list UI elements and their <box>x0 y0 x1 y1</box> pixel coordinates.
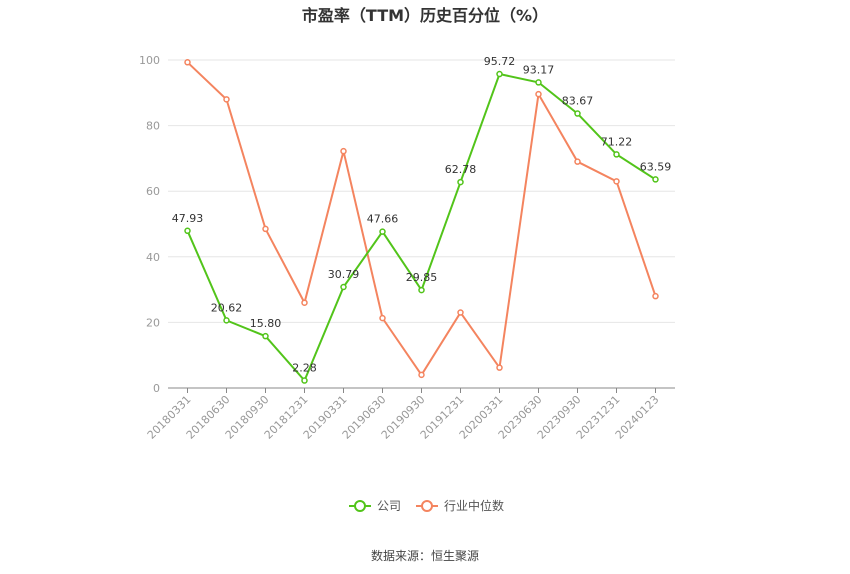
data-point[interactable] <box>301 299 308 306</box>
data-point[interactable] <box>652 176 659 183</box>
data-point[interactable] <box>457 309 464 316</box>
source-note: 数据来源：恒生聚源 <box>371 548 479 563</box>
data-point[interactable] <box>457 178 464 186</box>
data-point[interactable] <box>535 79 542 86</box>
data-point[interactable] <box>379 228 386 235</box>
data-label: 63.59 <box>640 160 672 173</box>
data-point[interactable] <box>223 96 230 103</box>
data-label: 47.66 <box>367 213 399 226</box>
x-axis-ticks: 2018033120180630201809302018123120190331… <box>145 388 662 442</box>
data-label: 47.93 <box>172 212 204 225</box>
y-tick-label: 20 <box>146 316 160 329</box>
data-label: 62.78 <box>445 163 477 176</box>
y-tick-label: 80 <box>146 120 160 133</box>
data-label: 83.67 <box>562 95 594 108</box>
y-tick-label: 100 <box>139 54 160 67</box>
data-point[interactable] <box>184 59 191 66</box>
data-label: 2.28 <box>292 362 317 375</box>
y-tick-label: 40 <box>146 251 160 264</box>
data-point[interactable] <box>184 227 191 235</box>
legend-marker <box>421 500 433 512</box>
data-label: 95.72 <box>484 55 516 68</box>
grid-lines <box>168 59 675 323</box>
legend-item[interactable]: 公司 <box>349 499 401 513</box>
data-label: 29.85 <box>406 271 438 284</box>
series-group <box>184 59 659 384</box>
data-label: 71.22 <box>601 135 633 148</box>
data-point[interactable] <box>496 70 503 78</box>
data-point[interactable] <box>418 286 425 294</box>
data-point[interactable] <box>301 377 308 384</box>
data-label: 20.62 <box>211 301 243 314</box>
legend-item[interactable]: 行业中位数 <box>416 498 504 513</box>
data-point[interactable] <box>574 158 581 165</box>
data-point[interactable] <box>574 110 581 117</box>
legend-label: 行业中位数 <box>444 498 504 513</box>
data-label: 93.17 <box>523 63 555 76</box>
data-point[interactable] <box>223 317 230 324</box>
y-tick-label: 0 <box>153 382 160 395</box>
data-point[interactable] <box>418 371 425 379</box>
series-line <box>186 72 657 383</box>
chart-title: 市盈率（TTM）历史百分位（%） <box>302 6 548 25</box>
data-label: 15.80 <box>250 317 282 330</box>
data-point[interactable] <box>613 151 620 158</box>
data-point[interactable] <box>496 364 503 371</box>
data-point[interactable] <box>340 283 347 291</box>
data-point[interactable] <box>652 292 659 300</box>
y-axis-ticks: 0 20 40 60 80 100 <box>139 54 160 395</box>
y-tick-label: 60 <box>146 185 160 198</box>
data-label: 30.79 <box>328 268 360 281</box>
legend-label: 公司 <box>377 499 401 513</box>
data-point[interactable] <box>379 314 386 322</box>
legend[interactable]: 公司 行业中位数 <box>349 498 504 513</box>
data-point[interactable] <box>340 147 347 155</box>
data-point[interactable] <box>535 90 542 98</box>
legend-marker <box>354 500 366 512</box>
data-labels: 47.93 20.62 15.80 2.28 30.79 47.66 29.85 62.78 9… <box>172 55 672 374</box>
data-point[interactable] <box>262 332 269 340</box>
data-point[interactable] <box>262 225 269 233</box>
data-point[interactable] <box>613 178 620 185</box>
